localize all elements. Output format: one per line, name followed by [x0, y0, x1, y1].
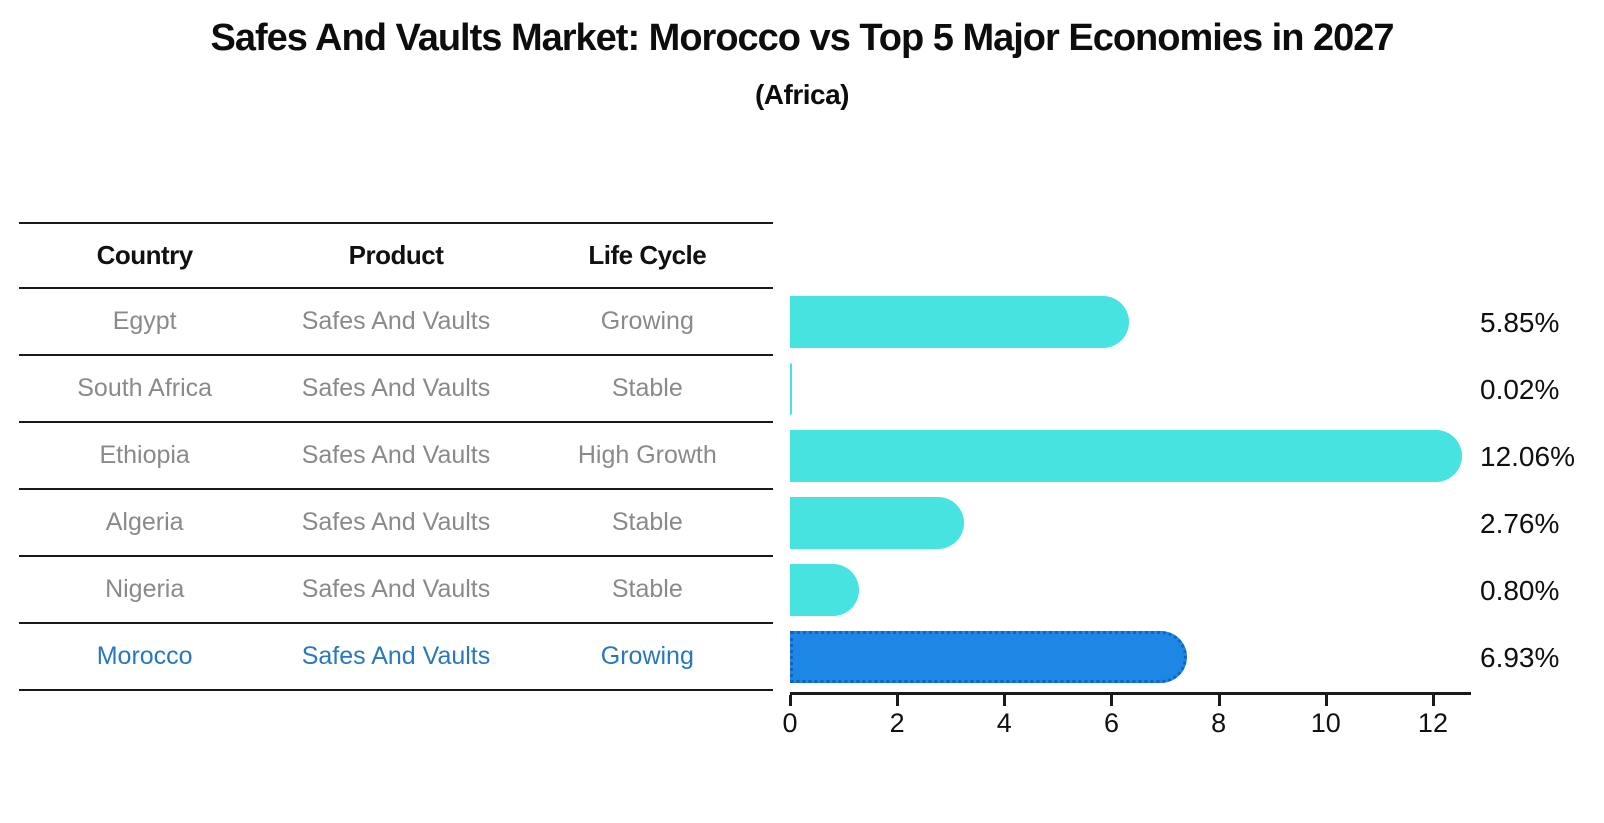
market-bar-algeria — [790, 497, 964, 549]
bar-row: 0.02% — [790, 356, 1604, 423]
life-cycle-cell: Stable — [611, 508, 683, 536]
product-cell: Safes And Vaults — [301, 508, 491, 536]
x-tick-label: 6 — [1103, 708, 1119, 738]
market-bar-nigeria — [790, 564, 859, 616]
country-cell: Algeria — [105, 508, 184, 536]
x-tick-label: 2 — [889, 708, 905, 738]
bar-value-label: 2.76% — [1480, 508, 1560, 539]
country-cell: South Africa — [77, 374, 213, 402]
bar-value-label: 0.80% — [1480, 575, 1560, 606]
bar-row: 12.06% — [790, 423, 1604, 490]
x-axis-line — [790, 692, 1471, 695]
table-row: Egypt Safes And Vaults Growing — [19, 289, 773, 356]
column-header-country: Country — [96, 240, 194, 270]
table-header-row: Country Product Life Cycle — [19, 222, 773, 289]
country-cell: Nigeria — [105, 575, 185, 603]
country-info-table: Country Product Life Cycle Egypt Safes A… — [19, 222, 773, 691]
bar-value-label: 12.06% — [1480, 441, 1575, 472]
bar-value-label: 5.85% — [1480, 307, 1560, 338]
product-cell: Safes And Vaults — [301, 441, 491, 469]
product-cell: Safes And Vaults — [301, 307, 491, 335]
x-tick-label: 12 — [1417, 708, 1448, 738]
column-header-product: Product — [348, 240, 444, 270]
bar-row: 0.80% — [790, 557, 1604, 624]
x-tick — [789, 695, 792, 706]
bar-row: 6.93% — [790, 624, 1604, 691]
product-cell: Safes And Vaults — [301, 374, 491, 402]
x-tick-label: 4 — [996, 708, 1012, 738]
product-cell: Safes And Vaults — [301, 642, 491, 670]
table-row: Morocco Safes And Vaults Growing — [19, 624, 773, 691]
x-tick — [896, 695, 900, 706]
column-header-life-cycle: Life Cycle — [588, 240, 707, 270]
page-subtitle: (Africa) — [754, 79, 850, 110]
page-title: Safes And Vaults Market: Morocco vs Top … — [210, 17, 1394, 59]
country-cell: Egypt — [112, 307, 177, 335]
table-row: Algeria Safes And Vaults Stable — [19, 490, 773, 557]
x-tick — [1110, 695, 1114, 706]
table-row: Nigeria Safes And Vaults Stable — [19, 557, 773, 624]
market-bar-morocco — [790, 631, 1188, 683]
product-cell: Safes And Vaults — [301, 575, 491, 603]
market-bar-south-africa — [790, 363, 792, 415]
table-body: Egypt Safes And Vaults Growing South Afr… — [19, 289, 773, 691]
life-cycle-cell: Stable — [611, 575, 683, 603]
life-cycle-cell: Growing — [600, 307, 694, 335]
market-bar-ethiopia — [790, 430, 1463, 482]
life-cycle-cell: High Growth — [577, 441, 717, 469]
x-tick — [1324, 695, 1328, 706]
x-tick-label: 10 — [1310, 708, 1341, 738]
x-tick — [1003, 695, 1007, 706]
table-row: South Africa Safes And Vaults Stable — [19, 356, 773, 423]
x-tick-label: 0 — [782, 708, 798, 738]
country-cell: Ethiopia — [99, 441, 190, 469]
bar-row: 5.85% — [790, 289, 1604, 356]
x-tick — [1431, 695, 1435, 706]
bar-row: 2.76% — [790, 490, 1604, 557]
table-row: Ethiopia Safes And Vaults High Growth — [19, 423, 773, 490]
bar-value-label: 6.93% — [1480, 642, 1560, 673]
life-cycle-cell: Growing — [600, 642, 694, 670]
life-cycle-cell: Stable — [611, 374, 683, 402]
bar-value-label: 0.02% — [1480, 374, 1560, 405]
market-bar-egypt — [790, 296, 1130, 348]
country-cell: Morocco — [96, 642, 193, 670]
x-tick-label: 8 — [1211, 708, 1227, 738]
x-tick — [1217, 695, 1221, 706]
bar-plot-area: 5.85% 0.02% 12.06% 2.76% 0.80% 6.93% — [790, 289, 1604, 691]
